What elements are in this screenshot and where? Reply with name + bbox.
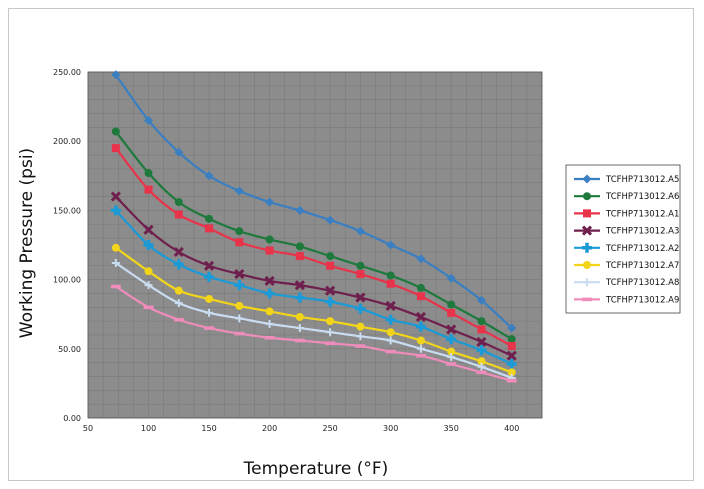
y-tick-label: 0.00 <box>63 414 81 423</box>
x-tick-label: 200 <box>262 424 277 433</box>
legend-label: TCFHP713012.A5 <box>605 175 679 185</box>
data-point <box>235 302 243 310</box>
data-point <box>235 238 243 246</box>
legend-label: TCFHP713012.A1 <box>605 209 679 219</box>
x-tick-label: 300 <box>383 424 398 433</box>
data-point <box>387 271 395 279</box>
data-point <box>266 235 274 243</box>
x-tick-label: 250 <box>322 424 337 433</box>
data-point <box>477 317 485 325</box>
data-point <box>447 309 455 317</box>
data-point <box>295 339 305 343</box>
y-tick-label: 200.00 <box>53 137 81 146</box>
data-point <box>387 328 395 336</box>
data-point <box>144 305 154 309</box>
data-point <box>235 227 243 235</box>
legend-box <box>566 165 680 313</box>
data-point <box>417 336 425 344</box>
data-point <box>325 341 335 345</box>
y-tick-label: 100.00 <box>53 276 81 285</box>
legend-label: TCFHP713012.A7 <box>605 261 679 271</box>
data-point <box>112 244 120 252</box>
data-point <box>476 371 486 375</box>
y-tick-labels: 0.00 50.00 100.00 150.00 200.00 250.00 <box>53 68 81 423</box>
data-point <box>326 317 334 325</box>
data-point <box>326 252 334 260</box>
x-axis-title: Temperature (°F) <box>243 459 389 479</box>
data-point <box>386 350 396 354</box>
data-point <box>265 336 275 340</box>
data-point <box>175 198 183 206</box>
x-tick-label: 50 <box>83 424 93 433</box>
legend-label: TCFHP713012.A8 <box>605 278 679 288</box>
y-tick-label: 250.00 <box>53 68 81 77</box>
data-point <box>112 128 120 136</box>
data-point <box>112 144 120 152</box>
legend-label: TCFHP713012.A2 <box>605 244 679 254</box>
data-point <box>204 326 214 330</box>
data-point <box>296 242 304 250</box>
data-point <box>477 325 485 333</box>
data-point <box>205 215 213 223</box>
data-point <box>355 344 365 348</box>
y-tick-label: 50.00 <box>58 345 81 354</box>
data-point <box>111 285 121 289</box>
data-point <box>508 342 516 350</box>
data-point <box>507 379 517 383</box>
data-point <box>387 280 395 288</box>
data-point <box>417 292 425 300</box>
data-point <box>145 186 153 194</box>
data-point <box>205 295 213 303</box>
x-tick-label: 400 <box>504 424 519 433</box>
data-point <box>175 211 183 219</box>
data-point <box>296 313 304 321</box>
x-tick-label: 350 <box>444 424 459 433</box>
legend-label: TCFHP713012.A9 <box>605 295 679 305</box>
x-tick-labels: 50 100 150 200 250 300 350 400 <box>83 424 519 433</box>
x-tick-label: 150 <box>201 424 216 433</box>
data-point <box>175 287 183 295</box>
data-point <box>326 262 334 270</box>
data-point <box>508 335 516 343</box>
data-point <box>416 354 426 358</box>
data-point <box>356 262 364 270</box>
data-point <box>356 270 364 278</box>
legend-marker <box>583 192 591 200</box>
data-point <box>446 362 456 366</box>
y-axis-title: Working Pressure (psi) <box>17 148 37 338</box>
data-point <box>417 284 425 292</box>
data-point <box>356 323 364 331</box>
data-point <box>296 252 304 260</box>
legend-marker <box>582 298 592 302</box>
data-point <box>266 247 274 255</box>
legend-marker <box>583 209 591 217</box>
data-point <box>145 169 153 177</box>
legend-marker <box>583 261 591 269</box>
x-tick-label: 100 <box>141 424 156 433</box>
data-point <box>234 332 244 336</box>
data-point <box>205 224 213 232</box>
data-point <box>174 318 184 322</box>
legend-label: TCFHP713012.A3 <box>605 227 679 237</box>
y-tick-label: 150.00 <box>53 206 81 215</box>
legend-label: TCFHP713012.A6 <box>605 192 679 202</box>
legend: TCFHP713012.A5 TCFHP713012.A6 TCFHP713012.… <box>566 165 680 313</box>
data-point <box>266 307 274 315</box>
data-point <box>447 301 455 309</box>
data-point <box>145 267 153 275</box>
